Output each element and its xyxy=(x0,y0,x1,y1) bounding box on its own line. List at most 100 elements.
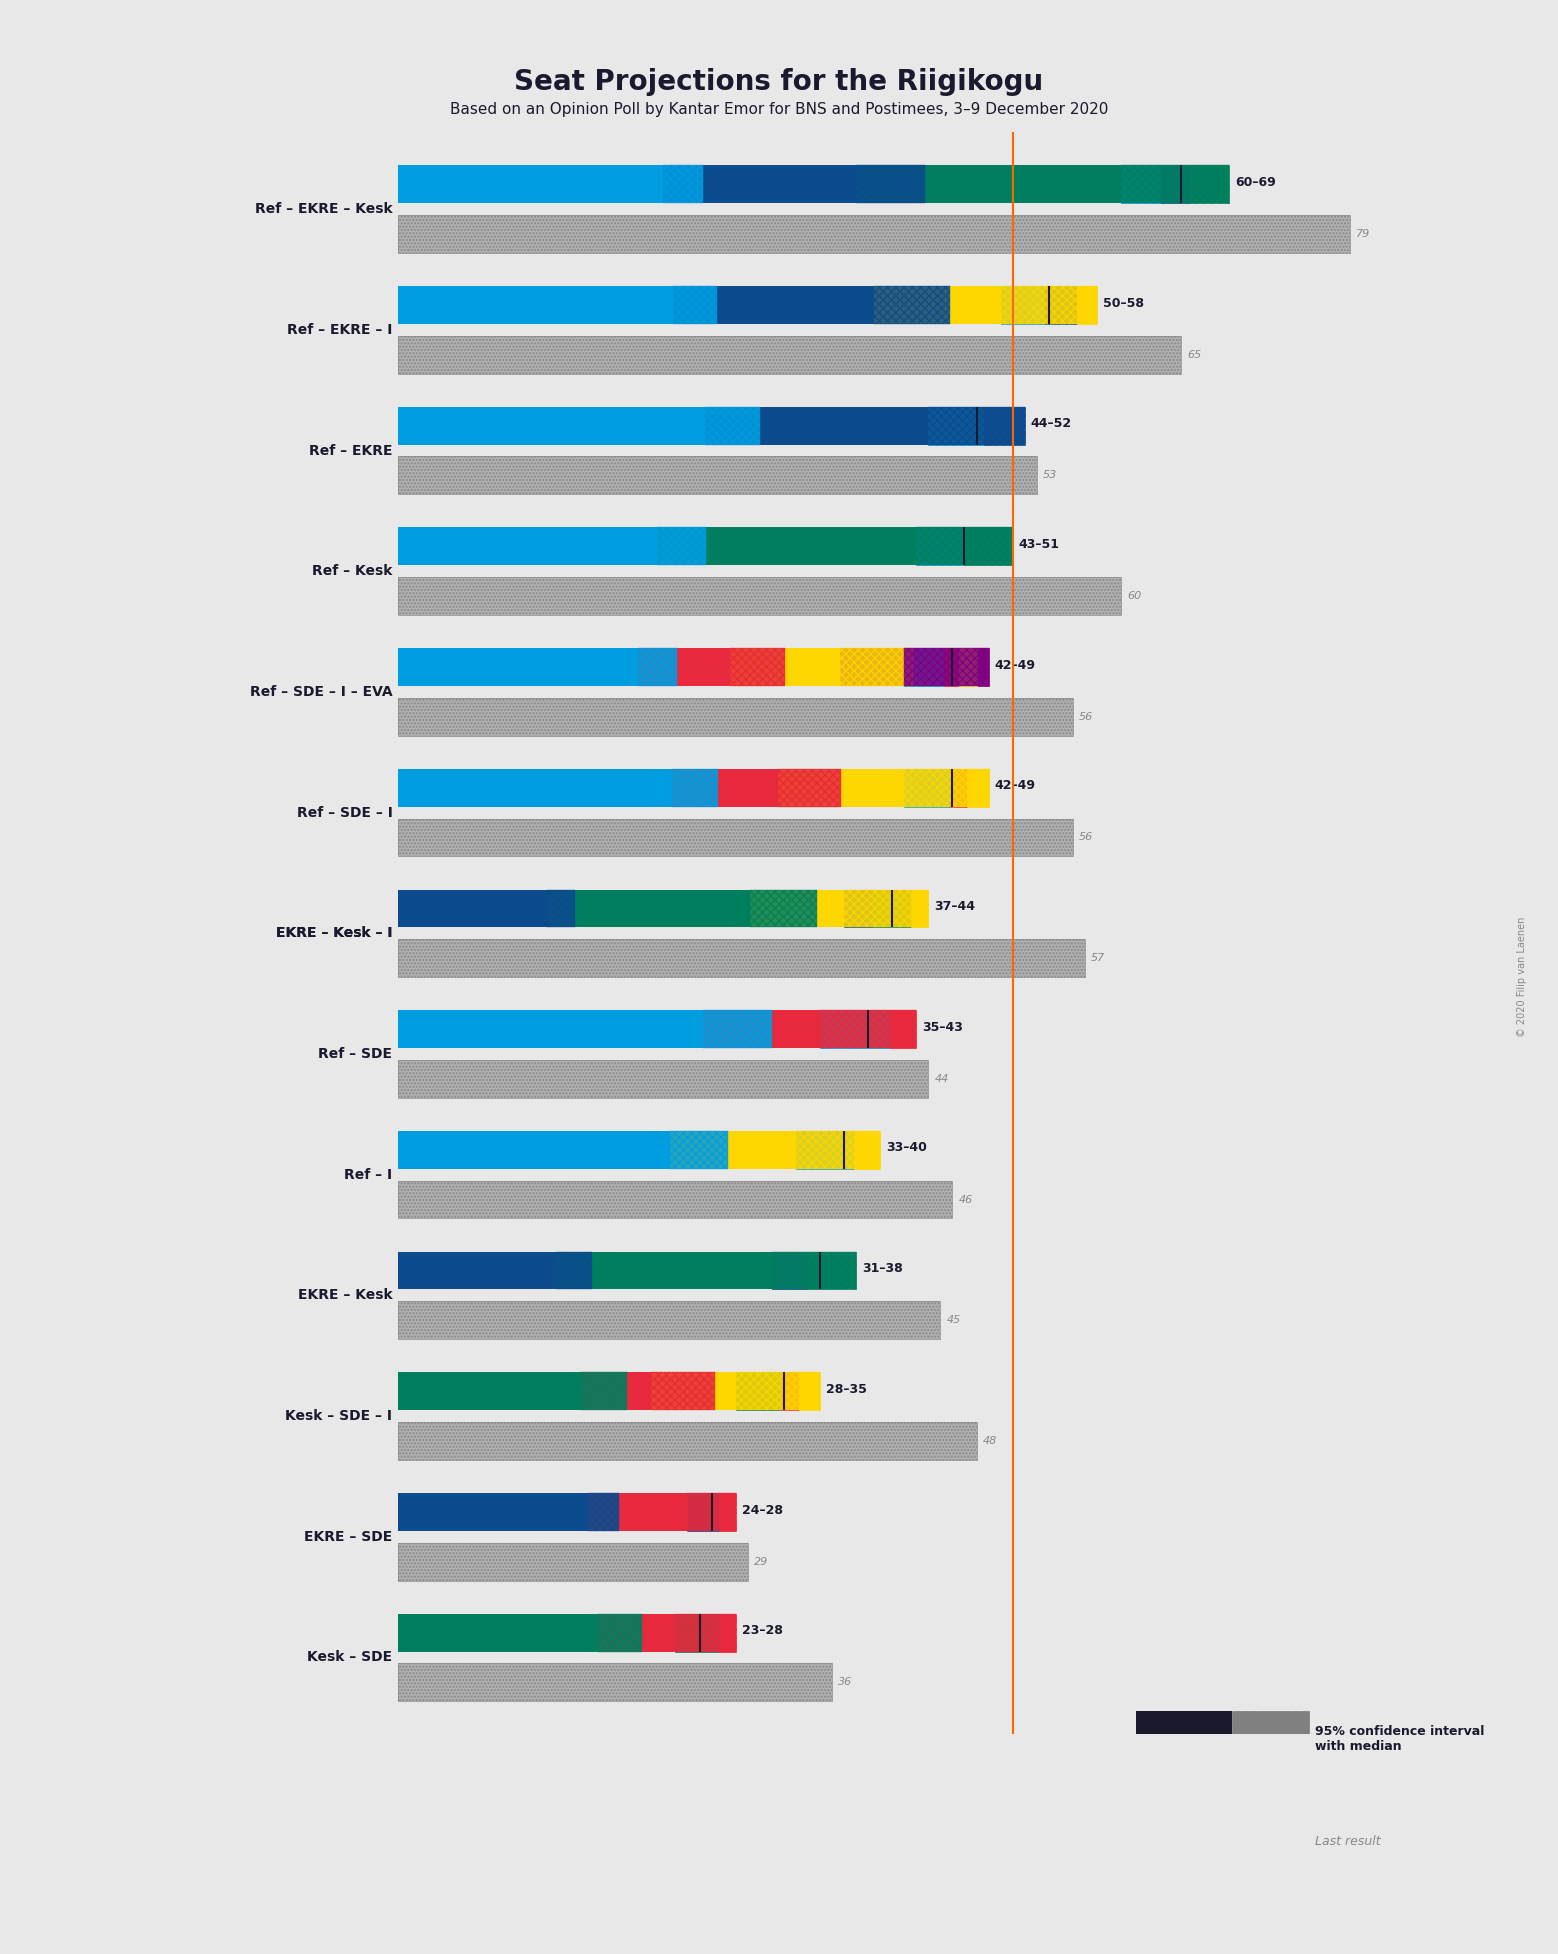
Bar xyxy=(751,889,844,928)
Bar xyxy=(399,1542,748,1581)
Bar xyxy=(637,649,678,686)
Text: © 2020 Filip van Laenen: © 2020 Filip van Laenen xyxy=(1517,916,1527,1038)
Bar xyxy=(929,406,1025,446)
Bar xyxy=(1136,1813,1309,1870)
Bar xyxy=(820,1010,916,1047)
Text: Ref – EKRE – I: Ref – EKRE – I xyxy=(287,322,393,336)
Bar xyxy=(796,1131,854,1168)
Bar xyxy=(399,819,1073,856)
Bar xyxy=(399,528,657,565)
Bar xyxy=(637,649,729,686)
Bar xyxy=(857,166,925,203)
Bar xyxy=(874,285,1000,324)
Bar xyxy=(399,166,664,203)
Bar xyxy=(929,406,985,446)
Bar xyxy=(1232,1710,1309,1768)
Bar xyxy=(399,215,1349,252)
Text: 43–51: 43–51 xyxy=(1019,537,1059,551)
Bar xyxy=(670,1131,728,1168)
Bar xyxy=(704,406,929,446)
Bar xyxy=(718,1614,735,1651)
Bar xyxy=(1122,166,1229,203)
Bar xyxy=(944,649,960,686)
Bar xyxy=(657,528,916,565)
Text: 24–28: 24–28 xyxy=(742,1503,782,1516)
Text: 65: 65 xyxy=(1187,350,1201,360)
Bar xyxy=(598,1614,676,1651)
Bar xyxy=(781,1372,799,1411)
Bar xyxy=(1161,166,1190,203)
Text: Kesk – SDE: Kesk – SDE xyxy=(307,1651,393,1665)
Text: 56: 56 xyxy=(1078,832,1094,842)
Text: 33–40: 33–40 xyxy=(887,1141,927,1155)
Bar xyxy=(840,649,913,686)
Bar xyxy=(399,1131,670,1168)
Bar xyxy=(399,698,1073,737)
Text: 45: 45 xyxy=(946,1315,961,1325)
Bar xyxy=(399,1423,977,1460)
Bar xyxy=(399,940,1084,977)
Text: Ref – EKRE – Kesk: Ref – EKRE – Kesk xyxy=(256,201,393,217)
Bar xyxy=(978,649,989,686)
Bar xyxy=(1136,1710,1232,1768)
Text: 60–69: 60–69 xyxy=(1235,176,1276,190)
Text: EKRE – Kesk – I: EKRE – Kesk – I xyxy=(276,926,393,940)
Bar xyxy=(751,889,816,928)
Text: 50–58: 50–58 xyxy=(1103,297,1144,309)
Bar xyxy=(556,1253,592,1290)
Text: Ref – SDE: Ref – SDE xyxy=(318,1047,393,1061)
Bar xyxy=(777,768,841,807)
Text: 35–43: 35–43 xyxy=(922,1020,963,1034)
Bar xyxy=(399,457,1036,494)
Bar xyxy=(916,528,1013,565)
Text: 46: 46 xyxy=(958,1194,972,1204)
Text: 36: 36 xyxy=(838,1677,852,1688)
Bar xyxy=(664,166,703,203)
Bar xyxy=(916,528,964,565)
Bar xyxy=(735,1372,820,1411)
Bar xyxy=(399,1372,581,1411)
Text: 23–28: 23–28 xyxy=(742,1624,782,1637)
Bar xyxy=(777,768,904,807)
Bar xyxy=(673,285,717,324)
Bar xyxy=(399,1180,952,1219)
Bar xyxy=(670,1131,796,1168)
Text: Ref – SDE – I – EVA: Ref – SDE – I – EVA xyxy=(249,686,393,700)
Bar xyxy=(399,1423,977,1460)
Bar xyxy=(399,1493,587,1530)
Bar xyxy=(399,1542,748,1581)
Bar xyxy=(399,889,547,928)
Text: Ref – I: Ref – I xyxy=(344,1168,393,1182)
Text: Ref – EKRE: Ref – EKRE xyxy=(308,444,393,457)
Text: 44–52: 44–52 xyxy=(1031,418,1072,430)
Bar xyxy=(399,457,1036,494)
Bar xyxy=(399,576,1122,616)
Text: 57: 57 xyxy=(1091,954,1105,963)
Bar xyxy=(673,768,777,807)
Bar xyxy=(1000,285,1044,324)
Text: 44: 44 xyxy=(935,1075,949,1084)
Text: Based on an Opinion Poll by Kantar Emor for BNS and Postimees, 3–9 December 2020: Based on an Opinion Poll by Kantar Emor … xyxy=(450,102,1108,117)
Bar xyxy=(844,889,929,928)
Text: EKRE – SDE: EKRE – SDE xyxy=(304,1530,393,1544)
Bar xyxy=(872,889,910,928)
Text: 95% confidence interval
with median: 95% confidence interval with median xyxy=(1315,1725,1485,1753)
Bar xyxy=(399,336,1181,373)
Bar xyxy=(796,1131,880,1168)
Bar xyxy=(1122,166,1161,203)
Bar xyxy=(651,1372,715,1411)
Bar xyxy=(399,1301,941,1338)
Bar xyxy=(399,406,704,446)
Bar xyxy=(587,1493,620,1530)
Bar xyxy=(547,889,751,928)
Bar xyxy=(399,215,1349,252)
Bar xyxy=(910,889,929,928)
Bar xyxy=(807,1253,855,1290)
Bar xyxy=(651,1372,735,1411)
Bar xyxy=(729,649,840,686)
Text: EKRE – Kesk: EKRE – Kesk xyxy=(298,1288,393,1303)
Bar xyxy=(703,1010,773,1047)
Bar xyxy=(664,166,857,203)
Bar xyxy=(399,1301,941,1338)
Bar xyxy=(960,649,978,686)
